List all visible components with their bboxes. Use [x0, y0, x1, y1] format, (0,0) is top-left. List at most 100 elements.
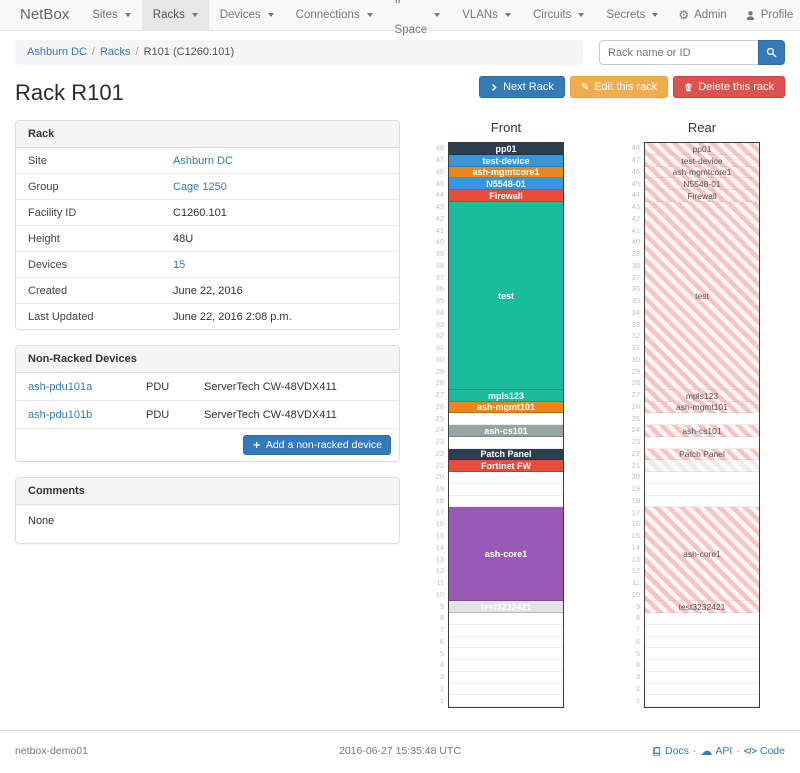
rack-device-test[interactable]: test: [449, 201, 563, 390]
non-racked-panel-title: Non-Racked Devices: [16, 346, 399, 373]
rack-unit-number: 11: [436, 578, 444, 588]
rack-attr-row-devices: Devices 15: [16, 251, 399, 277]
non-racked-footer: + Add a non-racked device: [16, 428, 399, 461]
footer-link-code[interactable]: </> Code: [744, 745, 785, 757]
field-value-devices[interactable]: 15: [173, 258, 186, 271]
rack-unit-number: 29: [631, 366, 640, 376]
nav-item-vlans[interactable]: VLANs: [451, 0, 522, 30]
nav-item-admin[interactable]: ⚙ Admin: [669, 0, 735, 30]
rack-device-ash-core1[interactable]: ash-core1: [645, 507, 759, 602]
front-rack-body: pp01 test-device ash-mgmtcore1 N5548-01 Fire…: [448, 142, 564, 708]
front-unit-numbers: 48 47 46 45 44 43 42 41 40 39 38 37 36 35 34 33 32 31 30 29…: [431, 142, 448, 708]
rack-device-ash-mgmt101[interactable]: ash-mgmt101: [645, 401, 759, 414]
field-value-site[interactable]: Ashburn DC: [173, 154, 233, 167]
nav-item-racks[interactable]: Racks: [141, 0, 209, 30]
rack-unit-number: 16: [435, 519, 444, 529]
rack-device-ash-cs101[interactable]: ash-cs101: [645, 425, 759, 437]
search-button[interactable]: [758, 40, 785, 65]
rack-unit-empty: [449, 483, 563, 496]
add-non-racked-device-label: Add a non-racked device: [265, 439, 382, 451]
footer-link-label: Code: [759, 745, 785, 757]
device-link-ash-pdu101a[interactable]: ash-pdu101a: [28, 380, 93, 393]
code-icon: </>: [743, 746, 757, 756]
rack-device-mpls123[interactable]: mpls123: [645, 389, 759, 402]
rack-device-ash-mgmt101[interactable]: ash-mgmt101: [449, 401, 563, 414]
rack-panel-title: Rack: [16, 121, 399, 148]
rack-unit-number: 25: [631, 413, 640, 423]
nav-item-profile[interactable]: Profile: [736, 0, 800, 30]
front-elevation-title: Front: [490, 120, 522, 135]
rack-unit-empty: [449, 648, 563, 660]
rack-unit-empty: [449, 624, 563, 637]
field-value-group[interactable]: Cage 1250: [173, 180, 227, 193]
rack-device-test3232421[interactable]: test3232421: [645, 601, 759, 613]
rack-unit-empty: [449, 660, 563, 672]
rear-elevation: Rear 48 47 46 45 44 43 42 41 40 39 38 37 36 35 34 33 32 3…: [627, 120, 760, 708]
rack-unit-number: 42: [631, 213, 640, 223]
breadcrumb-item-ashburn-dc[interactable]: Ashburn DC: [27, 46, 87, 58]
add-non-racked-device-button[interactable]: + Add a non-racked device: [243, 435, 391, 455]
rack-device-n5548-01[interactable]: N5548-01: [645, 178, 759, 190]
rack-unit-number: 7: [439, 625, 444, 635]
rack-device-fortinet-fw[interactable]: Fortinet FW: [449, 460, 563, 472]
rack-device-test[interactable]: test: [645, 201, 759, 390]
rack-unit-empty: [449, 436, 563, 449]
delete-rack-button[interactable]: Delete this rack: [673, 76, 785, 98]
comments-body: None: [28, 515, 55, 527]
rack-device-firewall[interactable]: Firewall: [645, 190, 759, 202]
nav-item-devices[interactable]: Devices: [209, 0, 285, 30]
rack-device-pp01[interactable]: pp01: [645, 143, 759, 155]
rack-device-firewall[interactable]: Firewall: [449, 190, 563, 202]
rack-device-patch-panel[interactable]: Patch Panel: [645, 448, 759, 461]
top-navbar: NetBox Sites Racks Devices Connections IP Sp…: [0, 0, 800, 36]
rack-unit-number: 22: [435, 448, 444, 458]
breadcrumb-item-racks[interactable]: Racks: [99, 46, 131, 58]
footer-timestamp: 2016-06-27 15:35:48 UTC: [338, 745, 461, 757]
rack-device-ash-mgmtcore1[interactable]: ash-mgmtcore1: [449, 166, 563, 179]
rack-device-pp01[interactable]: pp01: [449, 143, 563, 155]
rack-device-fortinet-fw[interactable]: [645, 460, 759, 472]
nav-item-secrets[interactable]: Secrets: [595, 0, 669, 30]
comments-panel-title: Comments: [16, 478, 399, 505]
front-elevation: Front 48 47 46 45 44 43 42 41 40 39 38 37 36 35 34 33 32…: [431, 120, 564, 708]
rack-device-test-device[interactable]: test-device: [449, 154, 563, 167]
nav-item-ip-space[interactable]: IP Space: [384, 0, 452, 36]
rack-device-ash-core1[interactable]: ash-core1: [449, 507, 563, 602]
rack-device-n5548-01[interactable]: N5548-01: [449, 178, 563, 190]
rack-unit-number: 4: [439, 660, 444, 670]
search-input[interactable]: [599, 40, 758, 65]
rack-unit-number: 26: [435, 401, 444, 411]
footer-link-docs[interactable]: Docs: [652, 745, 689, 757]
rack-unit-number: 7: [635, 625, 640, 635]
rack-unit-empty: [449, 683, 563, 696]
rack-device-test3232421[interactable]: test3232421: [449, 601, 563, 613]
rack-unit-number: 10: [435, 589, 444, 599]
user-icon: [745, 10, 756, 21]
rack-device-ash-mgmtcore1[interactable]: ash-mgmtcore1: [645, 166, 759, 179]
rack-unit-number: 14: [631, 542, 640, 552]
field-value-created: June 22, 2016: [173, 284, 243, 297]
brand[interactable]: NetBox: [20, 6, 70, 23]
rack-unit-number: 34: [435, 307, 444, 317]
rack-device-ash-cs101[interactable]: ash-cs101: [449, 425, 563, 437]
nav-item-circuits[interactable]: Circuits: [522, 0, 595, 30]
rack-device-test-device[interactable]: test-device: [645, 154, 759, 167]
rack-unit-empty: [449, 671, 563, 684]
rack-unit-number: 12: [435, 566, 444, 576]
device-link-ash-pdu101b[interactable]: ash-pdu101b: [28, 408, 93, 421]
rack-unit-empty: [449, 495, 563, 508]
nav-menu: Sites Racks Devices Connections IP Space VLAN…: [81, 0, 669, 36]
nav-item-connections[interactable]: Connections: [285, 0, 384, 30]
footer-link-api[interactable]: ☁ API: [700, 744, 732, 758]
edit-rack-button[interactable]: ✎ Edit this rack: [569, 76, 669, 98]
rack-device-mpls123[interactable]: mpls123: [449, 389, 563, 402]
rack-unit-number: 39: [435, 249, 444, 259]
next-rack-button[interactable]: Next Rack: [479, 76, 565, 98]
rack-unit-number: 33: [631, 319, 640, 329]
trash-icon: [684, 82, 693, 92]
rack-device-patch-panel[interactable]: Patch Panel: [449, 448, 563, 461]
rack-unit-number: 11: [632, 578, 640, 588]
rack-attr-row-last-updated: Last Updated June 22, 2016 2:08 p.m.: [16, 303, 399, 329]
nav-item-sites[interactable]: Sites: [81, 0, 142, 30]
rack-unit-number: 8: [439, 613, 444, 623]
